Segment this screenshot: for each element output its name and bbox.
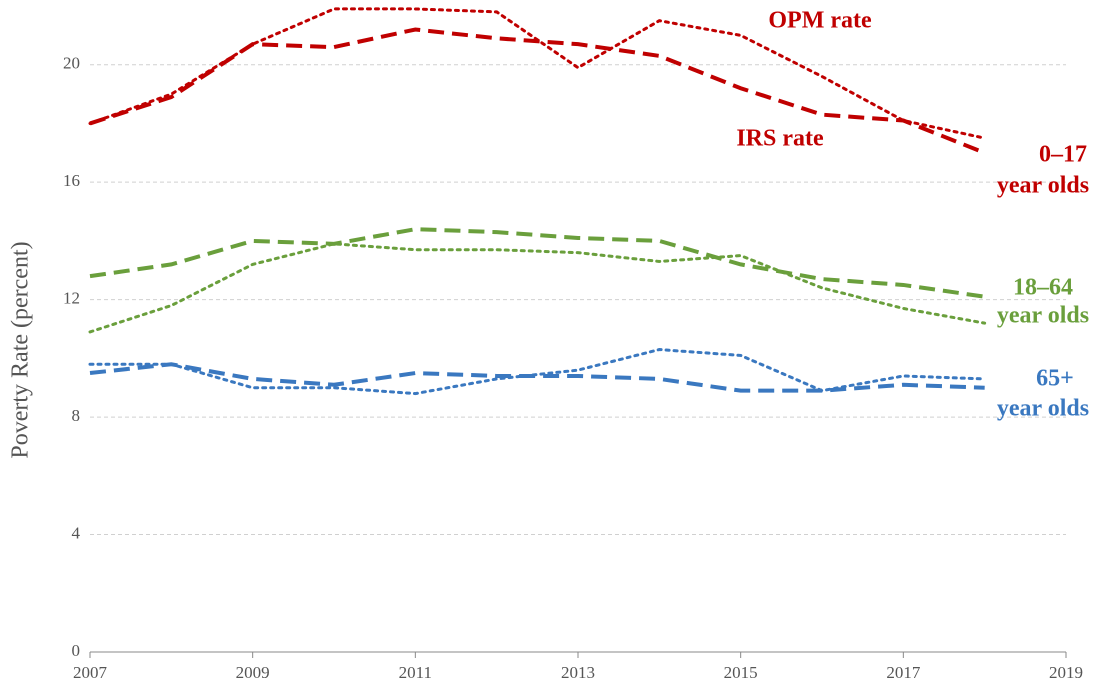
y-tick-label: 4 xyxy=(72,523,81,542)
annotation: IRS rate xyxy=(736,126,824,152)
annotation: year olds xyxy=(997,396,1089,422)
annotation: year olds xyxy=(997,303,1089,329)
y-tick-label: 16 xyxy=(63,171,80,190)
x-tick-label: 2015 xyxy=(724,663,758,682)
dashed-line xyxy=(89,227,985,299)
y-axis-label: Poverty Rate (percent) xyxy=(8,241,34,458)
annotation: 18–64 xyxy=(1013,275,1073,301)
dotted-line xyxy=(88,7,987,140)
annotation: 65+ xyxy=(1036,366,1074,392)
x-tick-label: 2009 xyxy=(236,663,270,682)
x-tick-label: 2013 xyxy=(561,663,595,682)
y-tick-label: 12 xyxy=(63,289,80,308)
x-tick-label: 2007 xyxy=(73,663,108,682)
x-tick-label: 2017 xyxy=(886,663,921,682)
y-tick-label: 20 xyxy=(63,54,80,73)
y-tick-label: 8 xyxy=(72,406,81,425)
annotation: year olds xyxy=(997,173,1089,199)
y-tick-label: 0 xyxy=(72,641,81,660)
x-tick-label: 2011 xyxy=(399,663,432,682)
x-tick-label: 2019 xyxy=(1049,663,1083,682)
annotation: 0–17 xyxy=(1039,142,1087,168)
dotted-line xyxy=(88,242,987,334)
annotation: OPM rate xyxy=(768,8,872,34)
dotted-line xyxy=(88,348,987,396)
